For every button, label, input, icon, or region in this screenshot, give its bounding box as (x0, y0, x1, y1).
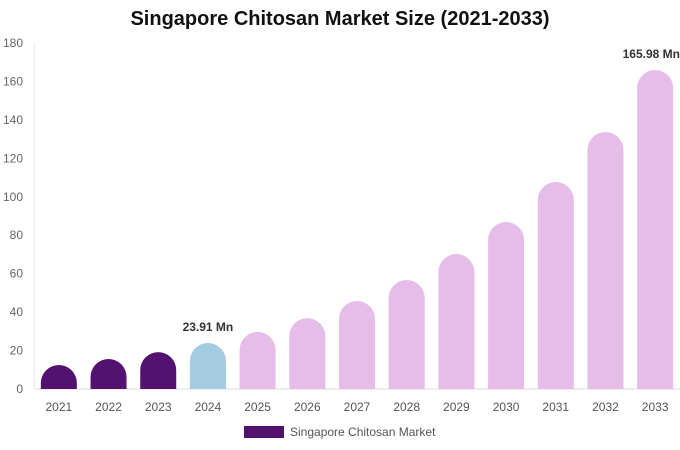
y-tick-label: 180 (3, 36, 23, 50)
data-label: 23.91 Mn (183, 320, 234, 334)
chart-title: Singapore Chitosan Market Size (2021-203… (130, 8, 550, 30)
legend-label: Singapore Chitosan Market (290, 425, 436, 439)
x-tick-label: 2033 (642, 400, 669, 414)
x-tick-label: 2022 (95, 400, 122, 414)
data-label: 165.98 Mn (623, 47, 680, 61)
bar-2026 (289, 318, 326, 389)
legend: Singapore Chitosan Market (244, 425, 435, 439)
bar-2032 (587, 131, 624, 389)
y-tick-label: 40 (10, 305, 24, 319)
y-tick-label: 80 (10, 228, 24, 242)
x-tick-label: 2021 (45, 400, 72, 414)
x-tick-label: 2023 (145, 400, 172, 414)
bar-2031 (537, 181, 574, 389)
x-tick-label: 2027 (344, 400, 371, 414)
bar-2021 (40, 364, 77, 389)
y-tick-label: 120 (3, 151, 23, 165)
bar-2027 (339, 300, 375, 389)
y-tick-label: 160 (3, 74, 23, 88)
legend-swatch (244, 426, 284, 438)
bar-2022 (90, 359, 127, 389)
bar-2030 (488, 221, 525, 389)
bar-2033 (637, 69, 674, 389)
y-tick-label: 0 (16, 382, 23, 396)
bar-2025 (239, 331, 276, 389)
x-tick-label: 2030 (493, 400, 520, 414)
x-tick-label: 2028 (393, 400, 420, 414)
y-tick-label: 140 (3, 113, 23, 127)
x-tick-label: 2026 (294, 400, 321, 414)
x-tick-label: 2031 (542, 400, 569, 414)
bar-2023 (140, 352, 177, 389)
x-tick-label: 2032 (592, 400, 619, 414)
y-tick-label: 20 (10, 344, 24, 358)
bar-2024 (189, 343, 226, 389)
y-tick-label: 60 (10, 267, 24, 281)
x-tick-label: 2025 (244, 400, 271, 414)
x-tick-label: 2029 (443, 400, 470, 414)
bar-2028 (388, 280, 425, 389)
y-tick-label: 100 (3, 190, 23, 204)
bar-2029 (438, 254, 475, 389)
x-tick-label: 2024 (195, 400, 222, 414)
